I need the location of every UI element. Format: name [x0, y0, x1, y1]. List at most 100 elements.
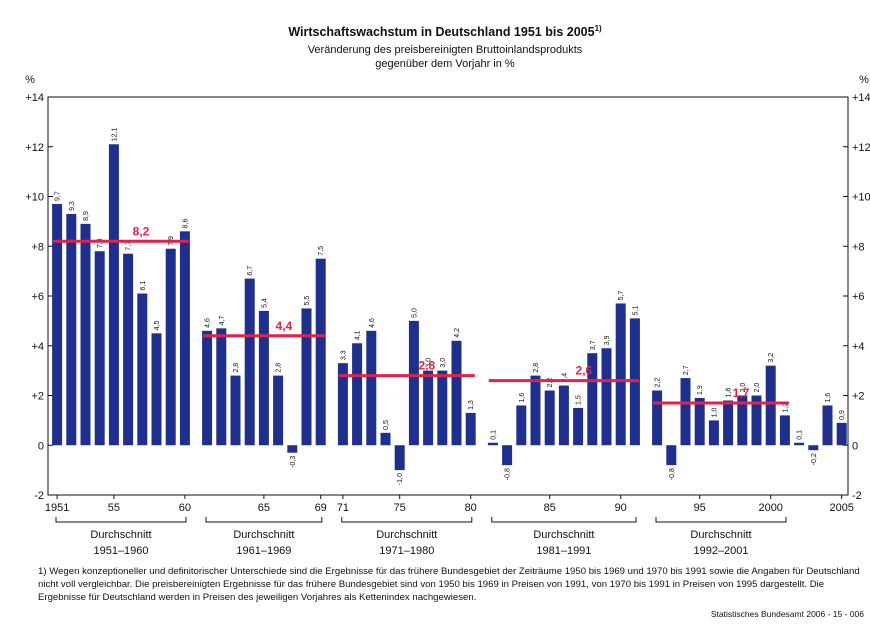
value-label: 2,8	[533, 363, 540, 373]
value-label: 2,7	[683, 365, 690, 375]
average-label: 2,8	[418, 359, 435, 373]
bar	[287, 445, 298, 453]
bar	[216, 328, 227, 446]
value-label: 9,3	[69, 201, 76, 211]
value-label: 5,4	[261, 298, 268, 308]
x-tick-label: 85	[544, 502, 556, 514]
value-label: 4,1	[355, 330, 362, 340]
value-label: 2,4	[561, 373, 568, 383]
bar	[779, 415, 790, 446]
bar	[652, 390, 663, 446]
value-label: 3,9	[604, 335, 611, 345]
value-label: 3,2	[768, 353, 775, 363]
value-label: 4,6	[369, 318, 376, 328]
x-tick-label: 60	[179, 502, 191, 514]
title-note: 1)	[595, 24, 602, 33]
group-period: 1961–1969	[236, 545, 291, 557]
bar	[530, 375, 541, 446]
value-label: 1,8	[726, 388, 733, 398]
value-label: 0,1	[490, 430, 497, 440]
bar	[437, 370, 448, 446]
value-label: 8,9	[83, 211, 90, 221]
bar	[723, 400, 734, 446]
value-label: 3,7	[590, 340, 597, 350]
bar	[52, 203, 63, 446]
bar	[352, 343, 363, 446]
bar	[502, 445, 513, 466]
x-tick-label: 1951	[45, 502, 69, 514]
bar	[165, 248, 176, 446]
bar	[765, 365, 776, 446]
value-label: 5,1	[632, 306, 639, 316]
average-label: 8,2	[133, 224, 150, 238]
bar	[94, 251, 105, 446]
value-label: 5,0	[411, 308, 418, 318]
bar	[601, 348, 612, 446]
y-tick-label: +2	[852, 391, 865, 403]
value-label: 7,8	[97, 238, 104, 248]
bar	[573, 407, 584, 446]
group-name: Durchschnitt	[376, 529, 437, 541]
bar	[836, 422, 847, 446]
bar	[315, 258, 326, 446]
x-tick-label: 55	[108, 502, 120, 514]
group-period: 1951–1960	[93, 545, 148, 557]
y-tick-label: +8	[31, 241, 44, 253]
value-label: 0,9	[839, 410, 846, 420]
bar	[708, 420, 719, 446]
value-label: -0,8	[669, 468, 676, 480]
value-label: 2,0	[740, 383, 747, 393]
y-tick-label: +4	[31, 341, 44, 353]
value-label: 7,7	[126, 241, 133, 251]
value-label: 9,7	[55, 191, 62, 201]
y-tick-label: +2	[31, 391, 44, 403]
bar	[694, 397, 705, 446]
value-label: 3,0	[426, 358, 433, 368]
value-label: 1,2	[782, 403, 789, 413]
value-label: 0,1	[797, 430, 804, 440]
bar	[301, 308, 312, 446]
bracket	[341, 517, 473, 523]
value-label: 2,2	[547, 378, 554, 388]
x-tick-label: 65	[258, 502, 270, 514]
bar	[230, 375, 241, 446]
value-label: 4,7	[219, 315, 226, 325]
bar	[366, 330, 377, 446]
group-name: Durchschnitt	[90, 529, 151, 541]
subtitle: gegenüber dem Vorjahr in %	[375, 58, 515, 70]
bar	[680, 378, 691, 446]
y-tick-label: -2	[852, 490, 862, 502]
value-label: 3,0	[440, 358, 447, 368]
value-label: 5,7	[618, 291, 625, 301]
group-name: Durchschnitt	[233, 529, 294, 541]
value-label: 1,5	[576, 395, 583, 405]
bar	[822, 405, 833, 446]
y-tick-label: +8	[852, 241, 865, 253]
bar	[337, 363, 348, 446]
value-label: 1,3	[468, 400, 475, 410]
value-label: 12,1	[111, 128, 118, 142]
bar	[451, 340, 462, 446]
y-tick-label: 0	[852, 440, 858, 452]
average-label: 4,4	[276, 319, 293, 333]
bar	[516, 405, 527, 446]
average-label: 2,6	[576, 364, 593, 378]
y-tick-label: -2	[34, 490, 44, 502]
bar	[179, 231, 190, 446]
value-label: 5,5	[304, 296, 311, 306]
subtitle: Veränderung des preisbereinigten Bruttoi…	[308, 44, 583, 56]
value-label: 6,7	[247, 266, 254, 276]
bar	[737, 395, 748, 446]
bar	[244, 278, 255, 446]
footnote: 1) Wegen konzeptioneller und definitoris…	[38, 566, 860, 603]
average-label: 1,7	[733, 386, 750, 400]
x-tick-label: 2000	[758, 502, 782, 514]
y-tick-label: +6	[852, 291, 865, 303]
bar	[273, 375, 284, 446]
y-tick-label: 0	[38, 440, 44, 452]
value-label: 2,2	[655, 378, 662, 388]
value-label: 1,6	[519, 393, 526, 403]
x-tick-label: 71	[337, 502, 349, 514]
bar	[751, 395, 762, 446]
value-label: -0,2	[811, 453, 818, 465]
